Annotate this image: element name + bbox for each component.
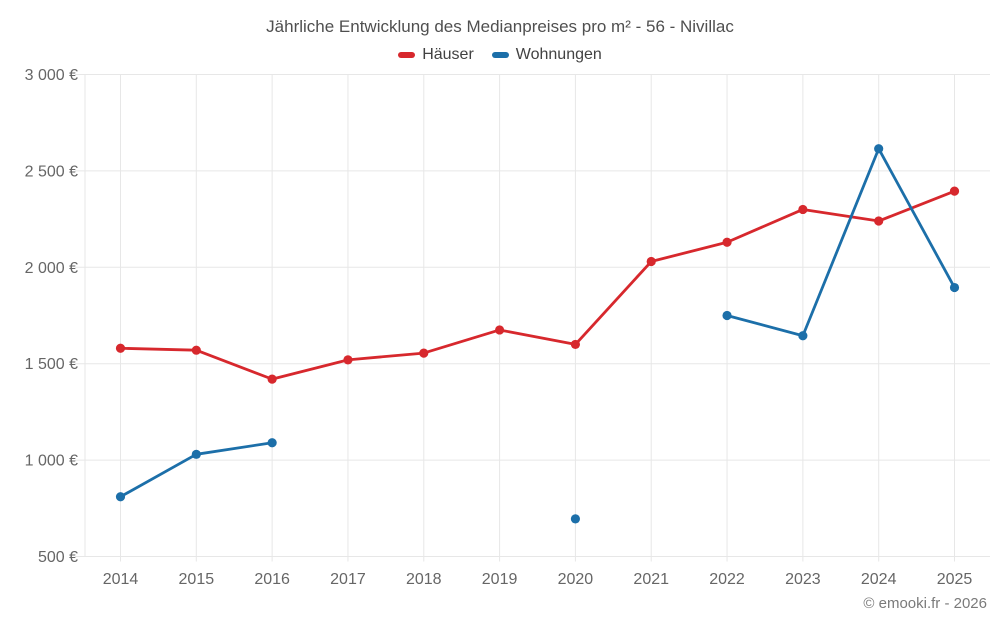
data-point (798, 204, 808, 215)
x-axis-tick-label: 2024 (861, 571, 897, 588)
wohnungen-series-swatch (491, 52, 509, 58)
data-point (115, 343, 126, 353)
data-point (646, 256, 656, 267)
chart-legend: Häuser Wohnungen (0, 46, 1000, 64)
data-point (570, 514, 581, 524)
y-axis-tick-label: 1 500 € (25, 356, 78, 373)
legend-item-haeuser[interactable]: Häuser (398, 46, 474, 64)
y-axis-tick-label: 3 000 € (25, 67, 78, 84)
x-axis-tick-label: 2023 (785, 571, 821, 588)
y-axis-tick-label: 1 000 € (25, 453, 78, 470)
data-point (722, 310, 732, 321)
data-point (494, 325, 505, 335)
x-axis-tick-label: 2016 (254, 571, 290, 588)
x-axis-tick-label: 2025 (937, 571, 973, 588)
data-point (267, 374, 277, 384)
x-axis-tick-label: 2020 (558, 571, 594, 588)
data-point (191, 449, 201, 459)
x-axis-tick-label: 2014 (103, 571, 139, 588)
y-axis-tick-label: 2 500 € (25, 163, 78, 180)
chart-title: Jährliche Entwicklung des Medianpreises … (266, 17, 734, 36)
legend-label-wohnungen: Wohnungen (515, 46, 602, 63)
x-axis-tick-label: 2019 (482, 571, 518, 588)
x-axis-tick-label: 2018 (406, 571, 442, 588)
y-axis-tick-label: 500 € (38, 549, 78, 566)
legend-item-wohnungen[interactable]: Wohnungen (491, 46, 602, 64)
data-point (570, 339, 581, 350)
data-point (722, 237, 732, 247)
legend-label-haeuser: Häuser (422, 46, 474, 63)
x-axis-tick-label: 2022 (709, 571, 745, 588)
data-point (267, 438, 277, 448)
copyright: © emooki.fr - 2026 (863, 595, 987, 612)
data-point (115, 492, 126, 502)
data-point (874, 216, 884, 226)
x-axis-tick-label: 2017 (330, 571, 366, 588)
y-axis-tick-label: 2 000 € (25, 260, 78, 277)
data-point (343, 355, 353, 365)
x-axis-tick-label: 2015 (179, 571, 215, 588)
data-point (949, 186, 960, 196)
haeuser-series-swatch (398, 52, 416, 58)
data-point (874, 144, 884, 154)
x-axis-tick-label: 2021 (633, 571, 669, 588)
data-point (191, 345, 201, 355)
data-point (949, 282, 960, 293)
data-point (419, 348, 429, 358)
data-point (798, 331, 808, 341)
